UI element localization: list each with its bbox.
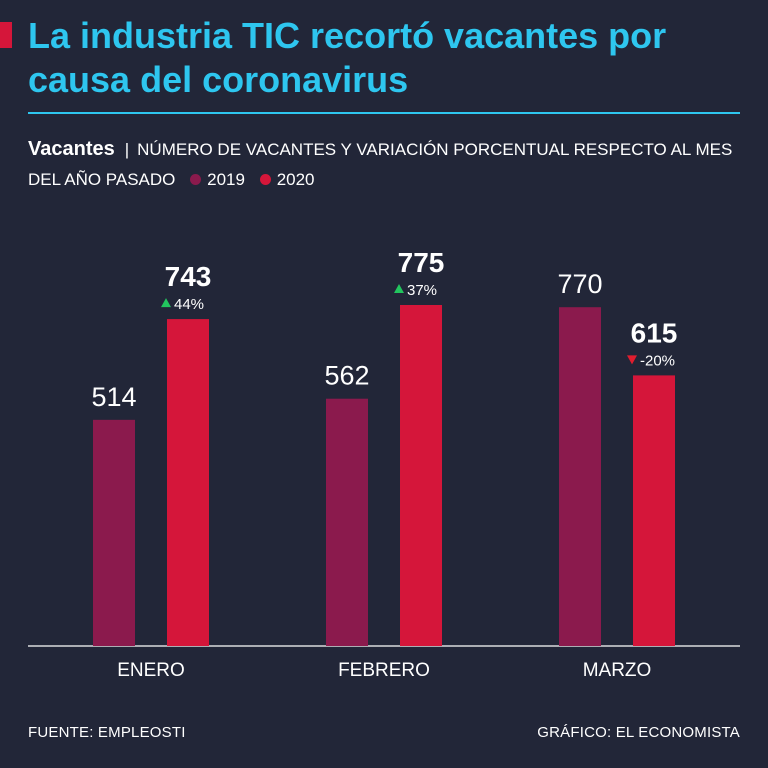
category-label-enero: ENERO [117,660,185,681]
bar-2020-marzo [633,375,675,646]
chart-title: La industria TIC recortó vacantes por ca… [28,15,667,100]
legend-label-2019: 2019 [207,170,245,189]
legend-label-2020: 2020 [276,170,315,189]
bar-2019-enero [93,419,135,646]
source-note: FUENTE: EMPLEOSTI [28,724,186,741]
down-arrow-icon [627,355,637,365]
subtitle-text: NÚMERO DE VACANTES Y VARIACIÓN PORCENTUA… [28,140,733,189]
up-arrow-icon [161,298,171,308]
credit-note: GRÁFICO: EL ECONOMISTA [537,724,740,741]
chart-subtitle: Vacantes | NÚMERO DE VACANTES Y VARIACIÓN … [28,134,740,195]
value-label-2019-marzo: 770 [557,269,602,299]
bar-2020-enero [167,319,209,646]
bar-2020-febrero [400,305,442,646]
category-label-marzo: MARZO [583,660,652,681]
value-label-2019-febrero: 562 [324,361,369,391]
legend-item-2020: 2020 [259,165,315,195]
category-label-febrero: FEBRERO [338,660,430,681]
bar-2019-marzo [559,307,601,646]
title-accent-bar [0,22,12,48]
change-label-enero: 44% [174,296,204,313]
legend-swatch-2020 [259,174,271,186]
legend-swatch-2019 [190,174,202,186]
title-divider [28,112,740,114]
value-label-2020-enero: 743 [165,261,212,292]
legend-item-2019: 2019 [190,165,245,195]
up-arrow-icon [394,284,404,293]
value-label-2020-febrero: 775 [398,247,445,278]
subtitle-lead: Vacantes [28,138,115,160]
change-label-marzo: -20% [640,352,675,369]
change-label-febrero: 37% [407,282,437,299]
subtitle-separator: | [124,140,130,159]
bar-2019-febrero [326,398,368,646]
value-label-2020-marzo: 615 [631,317,678,348]
value-label-2019-enero: 514 [91,382,136,412]
